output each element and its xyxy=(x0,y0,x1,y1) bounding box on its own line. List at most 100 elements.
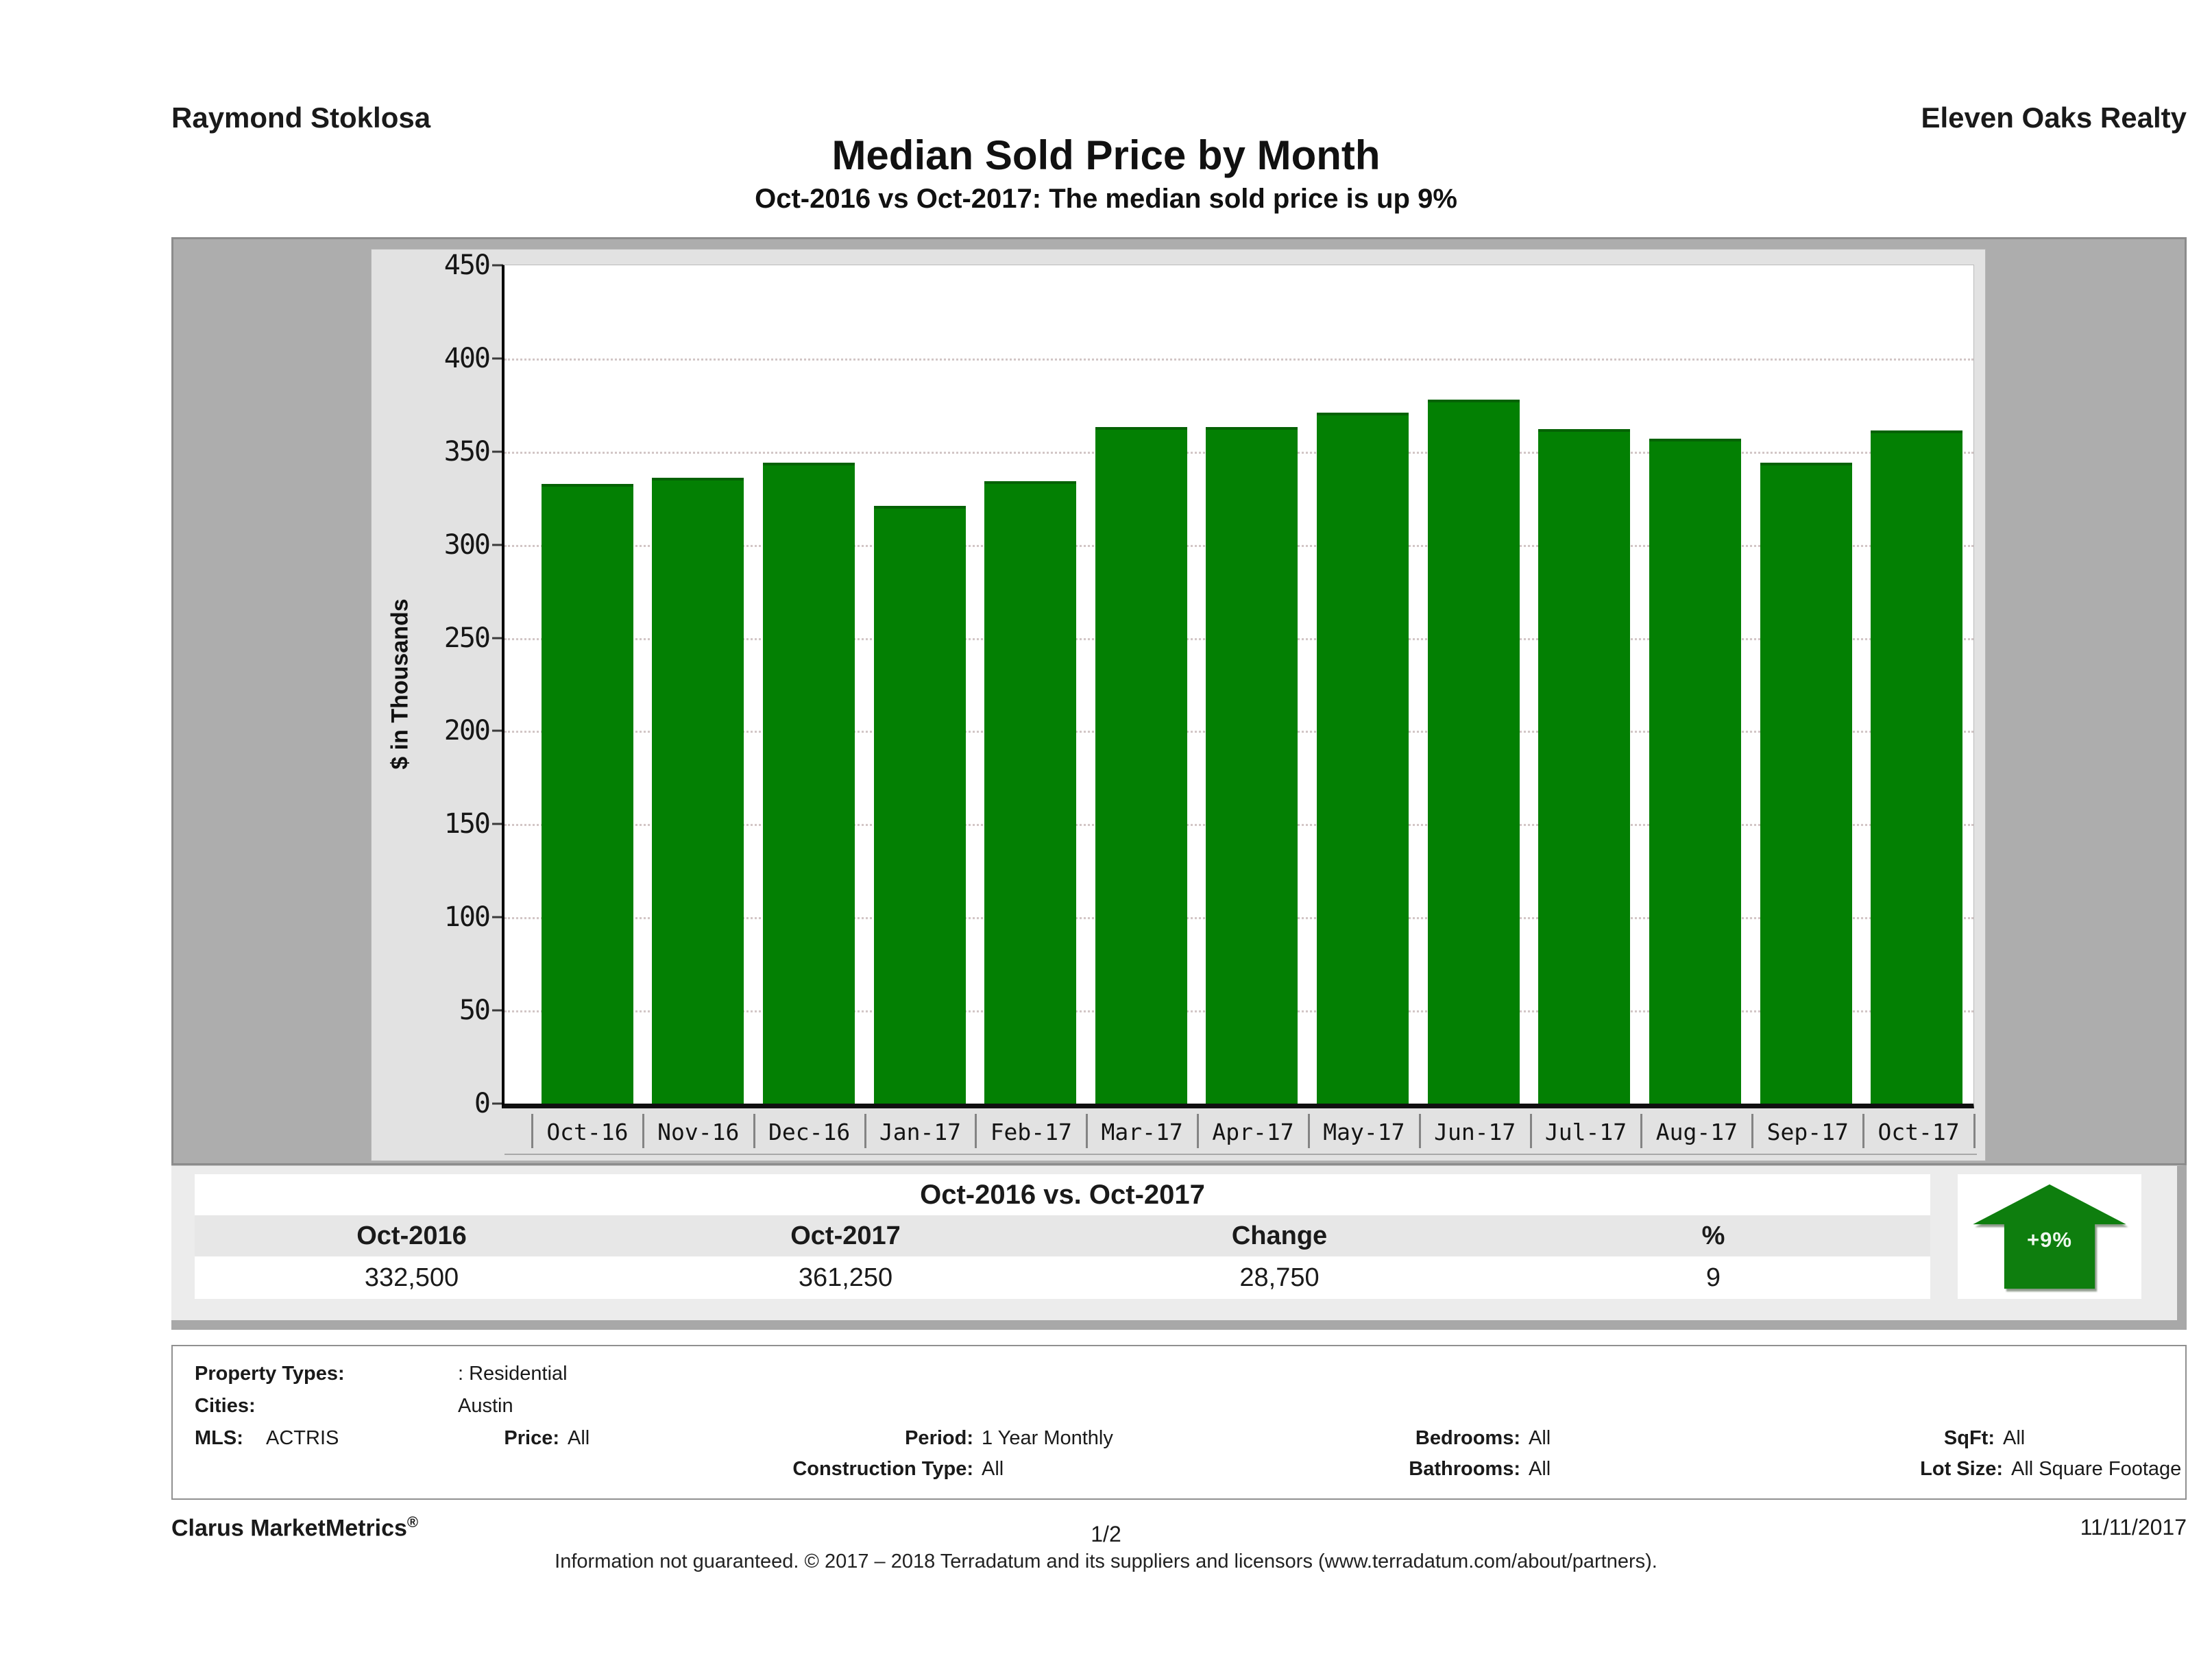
x-axis-underline xyxy=(505,1154,1977,1155)
x-tick-label: Aug-17 xyxy=(1655,1119,1738,1145)
x-tick-label: Jun-17 xyxy=(1434,1119,1516,1145)
y-tick-label: 100 xyxy=(443,901,491,934)
gridline xyxy=(505,358,1973,361)
company-name: Eleven Oaks Realty xyxy=(1921,101,2187,134)
y-tick-mark xyxy=(492,637,503,640)
filters-panel: Property Types: : Residential Cities: Au… xyxy=(171,1345,2187,1500)
bar-Aug-17 xyxy=(1649,438,1741,1104)
period-label: Period: xyxy=(905,1427,973,1449)
x-tick-label: Oct-16 xyxy=(546,1119,629,1145)
value-change: 28,750 xyxy=(1239,1263,1320,1292)
x-tick-label: May-17 xyxy=(1323,1119,1405,1145)
bar-May-17 xyxy=(1317,412,1409,1104)
x-tick-label: Dec-16 xyxy=(768,1119,851,1145)
price-label: Price: xyxy=(504,1427,559,1449)
y-tick-mark xyxy=(492,1102,503,1105)
y-tick-mark xyxy=(492,729,503,732)
agent-name: Raymond Stoklosa xyxy=(171,101,431,134)
x-tick-separator xyxy=(1197,1114,1200,1148)
property-types-value: : Residential xyxy=(458,1363,568,1385)
comparison-table: Oct-2016 vs. Oct-2017 Oct-2016 Oct-2017 … xyxy=(195,1174,1930,1299)
chart-container: $ in Thousands 450 400 350 300 250 200 150 100 5… xyxy=(171,237,2187,1165)
bar-slot xyxy=(532,265,643,1104)
y-tick-label: 50 xyxy=(459,995,491,1027)
y-tick-label: 350 xyxy=(443,435,491,467)
y-axis-ticks xyxy=(492,264,505,1105)
bedrooms-pair: Bedrooms: All xyxy=(1415,1427,1551,1450)
value-oct-2016: 332,500 xyxy=(364,1263,459,1292)
bar-Feb-17 xyxy=(984,481,1077,1104)
x-tick-separator xyxy=(1973,1114,1976,1148)
y-tick-label: 450 xyxy=(443,250,491,281)
x-tick-separator xyxy=(753,1114,755,1148)
x-tick-separator xyxy=(1640,1114,1643,1148)
x-tick-separator xyxy=(864,1114,866,1148)
chart-panel: $ in Thousands 450 400 350 300 250 200 150 100 5… xyxy=(371,249,1986,1161)
bedrooms-value: All xyxy=(1529,1427,1551,1449)
y-tick-mark xyxy=(492,916,503,919)
y-tick-mark xyxy=(492,1009,503,1012)
bar-slot xyxy=(643,265,754,1104)
x-tick-separator xyxy=(1751,1114,1754,1148)
x-axis-labels: Oct-16 Nov-16 Dec-16 Jan-17 Feb-17 Mar-17 Apr-… xyxy=(531,1112,1976,1151)
disclaimer-text: Information not guaranteed. © 2017 – 201… xyxy=(555,1551,1657,1572)
column-header: Oct-2017 xyxy=(790,1221,901,1250)
period-pair: Period: 1 Year Monthly xyxy=(905,1427,1113,1450)
construction-pair: Construction Type: All xyxy=(792,1458,1004,1481)
y-tick-label: 400 xyxy=(443,342,491,374)
sqft-label: SqFt: xyxy=(1943,1427,1995,1449)
y-tick-label: 250 xyxy=(443,622,491,654)
price-value: All xyxy=(568,1427,590,1449)
plot-area xyxy=(502,265,1974,1108)
y-tick-mark xyxy=(492,544,503,546)
bar-slot xyxy=(975,265,1086,1104)
x-tick-separator xyxy=(975,1114,977,1148)
bar-row xyxy=(532,265,1972,1104)
bar-slot xyxy=(753,265,864,1104)
mls-value: ACTRIS xyxy=(266,1427,339,1449)
y-tick-label: 200 xyxy=(443,715,491,747)
bar-Jul-17 xyxy=(1538,429,1631,1104)
trend-arrow-box: +9% xyxy=(1958,1174,2141,1299)
page-number: 1/2 xyxy=(1091,1522,1121,1546)
up-arrow-icon xyxy=(1973,1184,2126,1289)
y-tick-label: 0 xyxy=(474,1088,491,1119)
column-header: % xyxy=(1701,1221,1725,1250)
bar-slot xyxy=(1086,265,1197,1104)
value-percent: 9 xyxy=(1705,1263,1721,1292)
column-header: Oct-2016 xyxy=(356,1221,467,1250)
bar-Mar-17 xyxy=(1095,427,1187,1104)
x-tick-label: Sep-17 xyxy=(1766,1119,1849,1145)
bar-Apr-17 xyxy=(1206,427,1298,1104)
bar-slot xyxy=(1418,265,1529,1104)
cities-label: Cities: xyxy=(195,1395,256,1417)
y-tick-label: 150 xyxy=(443,808,491,840)
sqft-value: All xyxy=(2003,1427,2026,1449)
bar-slot xyxy=(1861,265,1972,1104)
x-tick-separator xyxy=(1418,1114,1421,1148)
bar-Oct-16 xyxy=(541,484,633,1104)
bathrooms-pair: Bathrooms: All xyxy=(1409,1458,1551,1481)
y-tick-mark xyxy=(492,823,503,825)
brand-name: Clarus MarketMetrics® xyxy=(171,1513,419,1542)
lot-size-label: Lot Size: xyxy=(1920,1458,2003,1480)
x-tick-separator xyxy=(531,1114,533,1148)
bar-slot xyxy=(1307,265,1418,1104)
registered-mark: ® xyxy=(406,1513,419,1531)
mls-label: MLS: xyxy=(195,1427,243,1449)
bar-slot xyxy=(1751,265,1862,1104)
value-oct-2017: 361,250 xyxy=(798,1263,893,1292)
page-subtitle: Oct-2016 vs Oct-2017: The median sold pr… xyxy=(755,184,1457,214)
lot-size-pair: Lot Size: All Square Footage xyxy=(1920,1458,2181,1481)
construction-type-value: All xyxy=(982,1458,1004,1480)
y-tick-mark xyxy=(492,357,503,360)
comparison-header-row: Oct-2016 Oct-2017 Change % xyxy=(195,1215,1930,1256)
bar-Dec-16 xyxy=(763,463,855,1104)
sqft-pair: SqFt: All xyxy=(1944,1427,2026,1450)
cities-value: Austin xyxy=(458,1395,513,1417)
bar-Nov-16 xyxy=(652,477,744,1104)
x-tick-separator xyxy=(642,1114,644,1148)
bar-Oct-17 xyxy=(1871,430,1963,1104)
property-types-label: Property Types: xyxy=(195,1363,345,1385)
x-tick-label: Feb-17 xyxy=(990,1119,1072,1145)
